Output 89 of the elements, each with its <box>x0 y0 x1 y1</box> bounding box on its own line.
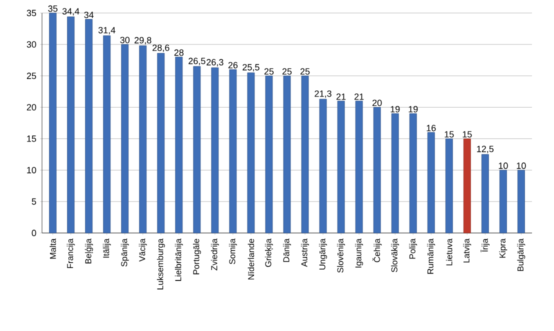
data-label: 34 <box>84 12 94 18</box>
x-tick-label: Slovēnija <box>337 238 345 273</box>
x-tick-label: Rumānija <box>427 238 436 274</box>
data-label: 21 <box>336 94 346 100</box>
x-tick-label: Malta <box>50 238 56 259</box>
x-tick-label: Beļģija <box>84 238 94 264</box>
data-label: 16 <box>426 124 436 132</box>
y-tick-label: 15 <box>27 136 36 142</box>
bar <box>499 170 507 234</box>
bar <box>121 44 129 234</box>
data-label: 19 <box>408 106 418 112</box>
bar <box>373 107 381 234</box>
bar <box>211 67 219 234</box>
data-label: 21 <box>354 94 364 100</box>
data-label: 10 <box>498 162 508 169</box>
bar <box>337 100 345 234</box>
data-label: 15 <box>462 131 472 138</box>
x-tick-label: Portugāle <box>192 238 201 274</box>
x-tick-label: Lielbritānija <box>174 238 183 281</box>
x-tick-label: Itālija <box>102 238 111 258</box>
data-label: 10 <box>516 162 526 169</box>
x-tick-label: Īrija <box>480 238 490 252</box>
bar <box>391 113 399 234</box>
data-label: 25 <box>264 68 274 75</box>
x-tick-label: Luksemburga <box>156 238 165 290</box>
bar <box>67 16 75 234</box>
x-tick-label: Čehija <box>372 238 382 262</box>
bar <box>445 138 453 234</box>
bar <box>409 113 417 234</box>
data-label: 30 <box>120 36 130 44</box>
x-tick-label: Ungārija <box>319 238 327 270</box>
data-label: 34,4 <box>62 8 80 16</box>
data-label: 12,5 <box>477 146 494 154</box>
bar <box>355 100 363 234</box>
x-tick-label: Austrija <box>301 238 309 267</box>
bar <box>427 132 435 234</box>
data-label: 25 <box>300 68 310 75</box>
y-tick-label: 30 <box>26 41 36 48</box>
y-tick-label: 0 <box>32 230 36 236</box>
y-tick-label: 20 <box>26 104 36 110</box>
x-tick-label: Slovākija <box>391 238 400 272</box>
y-tick-label: 10 <box>27 166 36 174</box>
y-tick-label: 25 <box>26 72 36 80</box>
x-tick-label: Lietuva <box>446 238 452 266</box>
x-tick-label: Polija <box>409 238 418 259</box>
y-tick-label: 35 <box>26 10 36 16</box>
bar <box>103 35 111 234</box>
data-label: 19 <box>390 106 400 112</box>
x-tick-label: Grieķija <box>265 238 273 267</box>
x-tick-label: Dānija <box>283 238 291 262</box>
x-tick-label: Francija <box>66 238 75 268</box>
data-label: 26,5 <box>188 58 206 66</box>
data-label: 15 <box>444 131 454 138</box>
data-label: 21,3 <box>314 90 332 98</box>
bar <box>301 76 309 234</box>
bar <box>193 66 201 234</box>
data-label: 25 <box>282 68 292 75</box>
data-label: 26,3 <box>206 59 224 66</box>
bar <box>85 19 93 234</box>
data-label: 26 <box>228 62 238 68</box>
x-tick-label: Igaunija <box>355 238 364 268</box>
x-tick-label: Latvija <box>463 238 472 262</box>
x-tick-label: Nīderlande <box>248 238 254 280</box>
x-tick-label: Somija <box>228 238 237 264</box>
bar <box>49 12 57 234</box>
x-tick-label: Zviedrija <box>210 238 219 270</box>
bar <box>265 76 273 234</box>
x-tick-label: Vācija <box>138 238 147 262</box>
bar <box>247 72 255 234</box>
bar <box>319 98 327 234</box>
bar <box>175 56 183 234</box>
bar <box>139 45 147 234</box>
x-tick-label: Bulgārija <box>517 238 526 271</box>
data-label: 25,5 <box>242 64 260 72</box>
bar <box>463 138 471 234</box>
data-label: 28,6 <box>152 44 170 52</box>
bar <box>283 76 291 234</box>
data-label: 35 <box>48 5 58 12</box>
x-tick-label: Spānija <box>120 238 129 266</box>
data-label: 29,8 <box>134 37 152 44</box>
data-label: 28 <box>174 49 184 56</box>
bar <box>517 170 525 234</box>
x-tick-label: Kipra <box>499 238 508 258</box>
bar <box>229 69 237 234</box>
bar <box>157 53 165 234</box>
data-label: 31,4 <box>98 26 116 34</box>
bar <box>481 154 489 234</box>
y-tick-label: 5 <box>32 198 36 205</box>
data-label: 20 <box>372 100 382 106</box>
